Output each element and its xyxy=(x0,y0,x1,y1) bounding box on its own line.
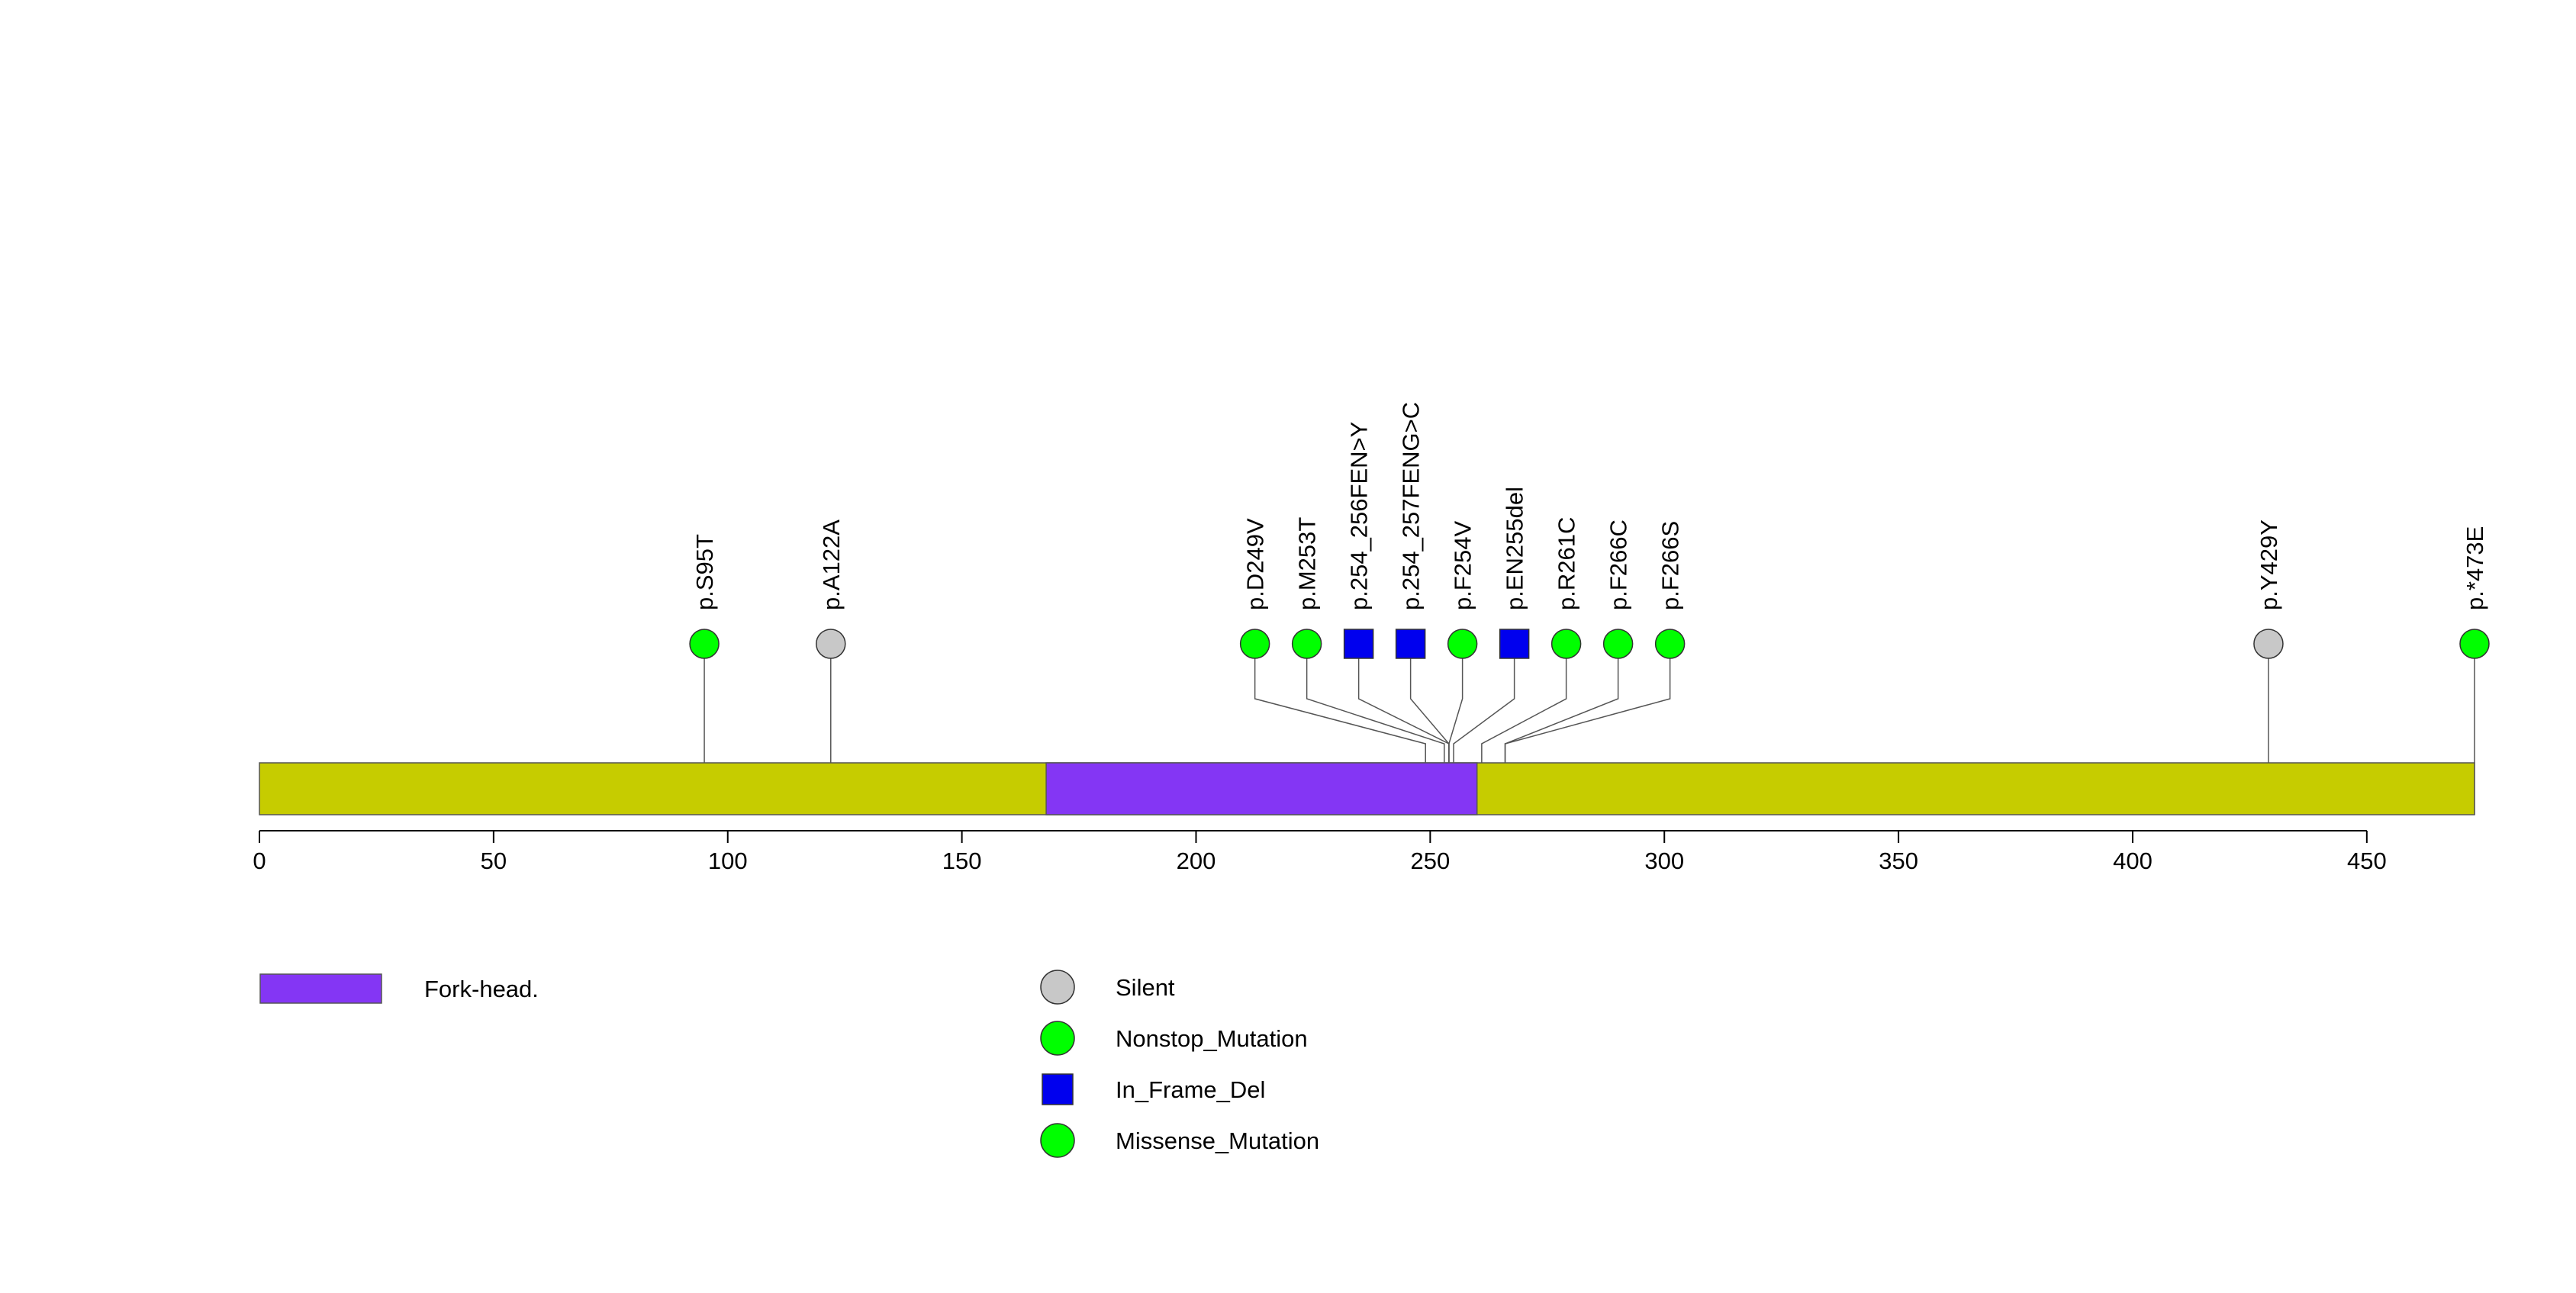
legend-type-label: Missense_Mutation xyxy=(1116,1127,1319,1154)
x-tick-label: 250 xyxy=(1410,848,1450,874)
x-tick-label: 450 xyxy=(2347,848,2387,874)
mutation-label: p.R261C xyxy=(1554,517,1580,610)
x-tick-label: 200 xyxy=(1177,848,1216,874)
mutation-markers xyxy=(689,629,2490,659)
x-axis: 0 50 100 150 200 250 300 350 400 450 xyxy=(253,830,2387,874)
mutation-label: p.Y429Y xyxy=(2256,519,2282,610)
mutation-label: p.254_257FENG>C xyxy=(1398,402,1425,610)
mutation-marker-circle xyxy=(689,629,720,659)
domain-fork-head xyxy=(1045,762,1478,815)
x-tick-label: 350 xyxy=(1879,848,1918,874)
mutation-marker-circle xyxy=(1602,629,1634,659)
mutation-label: p.F266C xyxy=(1605,519,1632,610)
legend-domain-swatch xyxy=(259,973,382,1004)
mutation-label: p.*473E xyxy=(2462,526,2488,610)
protein-track xyxy=(259,762,2475,815)
mutation-marker-square xyxy=(1395,629,1426,659)
legend-marker-square xyxy=(1042,1073,1074,1105)
x-tick-label: 100 xyxy=(708,848,748,874)
mutation-marker-circle xyxy=(1291,629,1322,659)
legend-marker-circle xyxy=(1040,970,1075,1005)
legend: Fork-head. Silent Nonstop_Mutation In_Frame… xyxy=(259,970,1319,1158)
mutation-marker-circle xyxy=(1550,629,1582,659)
mutation-label: p.A122A xyxy=(818,519,845,610)
mutation-label: p.D249V xyxy=(1242,518,1269,610)
x-tick-label: 50 xyxy=(481,848,507,874)
legend-marker-circle xyxy=(1040,1123,1075,1158)
mutation-label: p.EN255del xyxy=(1502,487,1528,610)
mutation-label: p.F254V xyxy=(1450,520,1476,610)
mutation-marker-circle xyxy=(2459,629,2490,659)
x-tick-label: 300 xyxy=(1644,848,1684,874)
mutation-label: p.S95T xyxy=(691,534,718,610)
legend-marker-circle xyxy=(1040,1021,1075,1056)
mutation-marker-square xyxy=(1499,629,1530,659)
mutation-label: p.F266S xyxy=(1657,521,1684,610)
x-tick-label: 150 xyxy=(942,848,982,874)
x-tick-label: 400 xyxy=(2113,848,2153,874)
legend-type-label: In_Frame_Del xyxy=(1116,1076,1265,1103)
mutation-marker-circle xyxy=(1654,629,1686,659)
mutation-marker-circle xyxy=(2253,629,2284,659)
legend-domain-label: Fork-head. xyxy=(424,976,539,1002)
mutation-marker-circle xyxy=(1239,629,1270,659)
mutation-marker-square xyxy=(1343,629,1374,659)
mutation-label: p.254_256FEN>Y xyxy=(1346,422,1373,610)
legend-type-label: Silent xyxy=(1116,974,1175,1001)
mutation-label: p.M253T xyxy=(1294,517,1321,610)
x-tick-label: 0 xyxy=(253,848,266,874)
legend-type-label: Nonstop_Mutation xyxy=(1116,1025,1308,1052)
mutation-labels: p.S95T p.A122A p.D249V p.M253T p.254_256FEN>… xyxy=(691,402,2488,610)
mutation-marker-circle xyxy=(1447,629,1478,659)
mutation-marker-circle xyxy=(816,629,846,659)
